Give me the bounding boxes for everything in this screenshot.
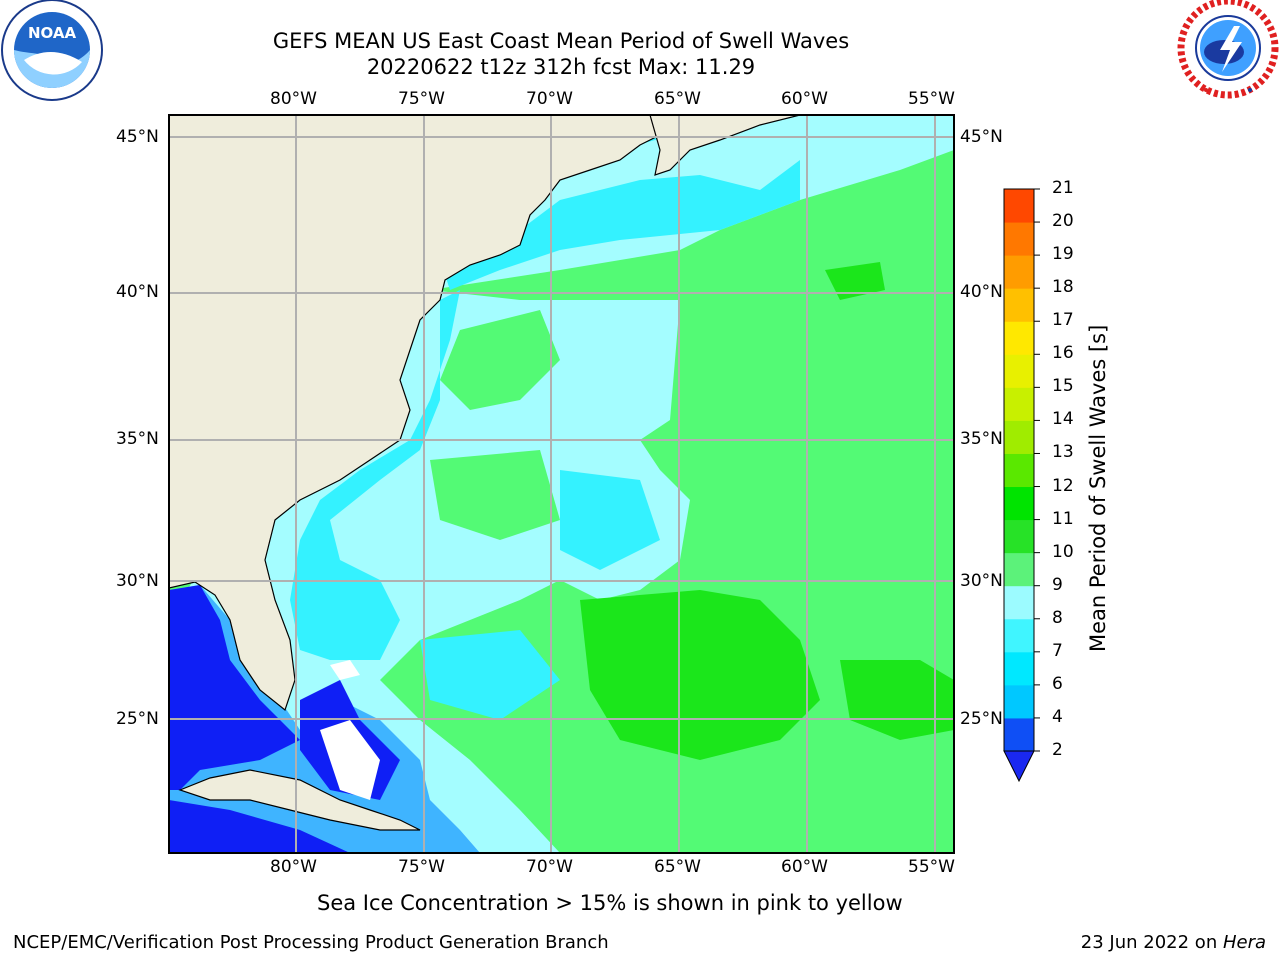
lon-label-top: 65°W [654, 89, 701, 109]
lat-label-right: 40°N [960, 282, 1003, 302]
machine-name: Hera [1222, 932, 1266, 953]
colorbar-border [1003, 188, 1035, 752]
lat-label-left: 45°N [116, 127, 159, 147]
lon-label-top: 70°W [526, 89, 573, 109]
colorbar-tick-label: 6 [1052, 673, 1063, 694]
colorbar-tick-label: 18 [1052, 277, 1074, 298]
colorbar-segment [1004, 321, 1034, 355]
date-stamp: 23 Jun 2022 on Hera [1081, 932, 1266, 953]
colorbar-tick-label: 10 [1052, 541, 1074, 562]
colorbar-segment [1004, 585, 1034, 620]
lon-label-bottom: 60°W [781, 857, 828, 877]
lon-label-top: 80°W [270, 89, 317, 109]
chart-title: GEFS MEAN US East Coast Mean Period of S… [272, 29, 850, 53]
ocean-cyan-coastal [290, 290, 460, 660]
colorbar-tick-label: 21 [1052, 178, 1074, 198]
colorbar-tick-label: 15 [1052, 376, 1074, 397]
colorbar-tick-label: 8 [1052, 607, 1063, 628]
ocean-green-patch [430, 450, 560, 540]
colorbar-tick-label: 19 [1052, 244, 1074, 265]
ocean-bright-green-core [580, 590, 820, 760]
colorbar-segment [1004, 519, 1034, 554]
colorbar [1003, 188, 1040, 783]
colorbar-tick-label: 11 [1052, 508, 1074, 529]
noaa-logo: NOAA [0, 0, 104, 104]
colorbar-tick-label: 12 [1052, 475, 1074, 496]
colorbar-segment [1004, 387, 1034, 421]
sea-ice-note: Sea Ice Concentration > 15% is shown in … [317, 891, 903, 915]
colorbar-segment [1004, 420, 1034, 454]
colorbar-tick-label: 17 [1052, 310, 1074, 331]
colorbar-tick-label: 4 [1052, 706, 1063, 727]
lon-label-top: 75°W [398, 89, 445, 109]
lat-label-left: 35°N [116, 429, 159, 449]
colorbar-segment [1004, 717, 1034, 752]
colorbar-segment [1004, 453, 1034, 488]
colorbar-tick-label: 13 [1052, 442, 1074, 463]
ocean-cyan-band [440, 160, 800, 290]
lat-label-left: 30°N [116, 571, 159, 591]
colorbar-segment [1004, 486, 1034, 521]
colorbar-segment [1004, 618, 1034, 653]
lon-label-bottom: 65°W [654, 857, 701, 877]
ocean-green-patch [440, 310, 560, 410]
lat-label-right: 35°N [960, 429, 1003, 449]
noaa-logo-text: NOAA [28, 24, 77, 42]
shallow-bank-mask [320, 720, 380, 800]
colorbar-tick-label: 14 [1052, 409, 1074, 430]
lat-label-left: 40°N [116, 282, 159, 302]
lon-label-bottom: 70°W [526, 857, 573, 877]
colorbar-label: Mean Period of Swell Waves [s] [1086, 324, 1110, 652]
colorbar-tick-label: 9 [1052, 574, 1063, 595]
colorbar-tick-label: 2 [1052, 740, 1063, 760]
lon-label-bottom: 80°W [270, 857, 317, 877]
ocean-light-region-south [169, 290, 690, 853]
chart-subtitle: 20220622 t12z 312h fcst Max: 11.29 [366, 55, 756, 79]
colorbar-segment [1004, 255, 1034, 289]
colorbar-segment [1004, 651, 1034, 686]
lon-label-top: 60°W [781, 89, 828, 109]
colorbar-segment [1004, 189, 1034, 223]
colorbar-segment [1004, 354, 1034, 388]
shallow-bank-mask [330, 660, 360, 680]
lat-label-right: 30°N [960, 571, 1003, 591]
lat-label-right: 45°N [960, 127, 1003, 147]
land-cuba [178, 769, 421, 831]
lon-label-bottom: 75°W [398, 857, 445, 877]
colorbar-tick-label: 20 [1052, 211, 1074, 232]
map-frame [168, 114, 955, 854]
lat-label-right: 25°N [960, 709, 1003, 729]
colorbar-tick-label: 16 [1052, 343, 1074, 364]
ocean-bright-green-patch [825, 262, 885, 300]
ocean-blue-south [169, 800, 350, 853]
lat-label-left: 25°N [116, 709, 159, 729]
colorbar-segment [1004, 222, 1034, 256]
land-nova-scotia [649, 115, 801, 176]
colorbar-segment [1004, 288, 1034, 322]
credit-text: NCEP/EMC/Verification Post Processing Pr… [13, 932, 609, 953]
lon-label-top: 55°W [908, 89, 955, 109]
ocean-blue-gulf [169, 585, 300, 790]
date-text: 23 Jun 2022 on [1080, 932, 1223, 953]
ocean-cyan-patch [560, 470, 660, 570]
ocean-cyan-patch [420, 630, 560, 720]
lon-label-bottom: 55°W [908, 857, 955, 877]
colorbar-segment [1004, 684, 1034, 719]
land-us-east-coast [169, 115, 691, 712]
colorbar-segment [1004, 552, 1034, 587]
colorbar-tick-label: 7 [1052, 640, 1063, 661]
nws-logo [1176, 0, 1280, 100]
map-graticule [169, 115, 954, 853]
colorbar-under-triangle [1003, 750, 1035, 783]
